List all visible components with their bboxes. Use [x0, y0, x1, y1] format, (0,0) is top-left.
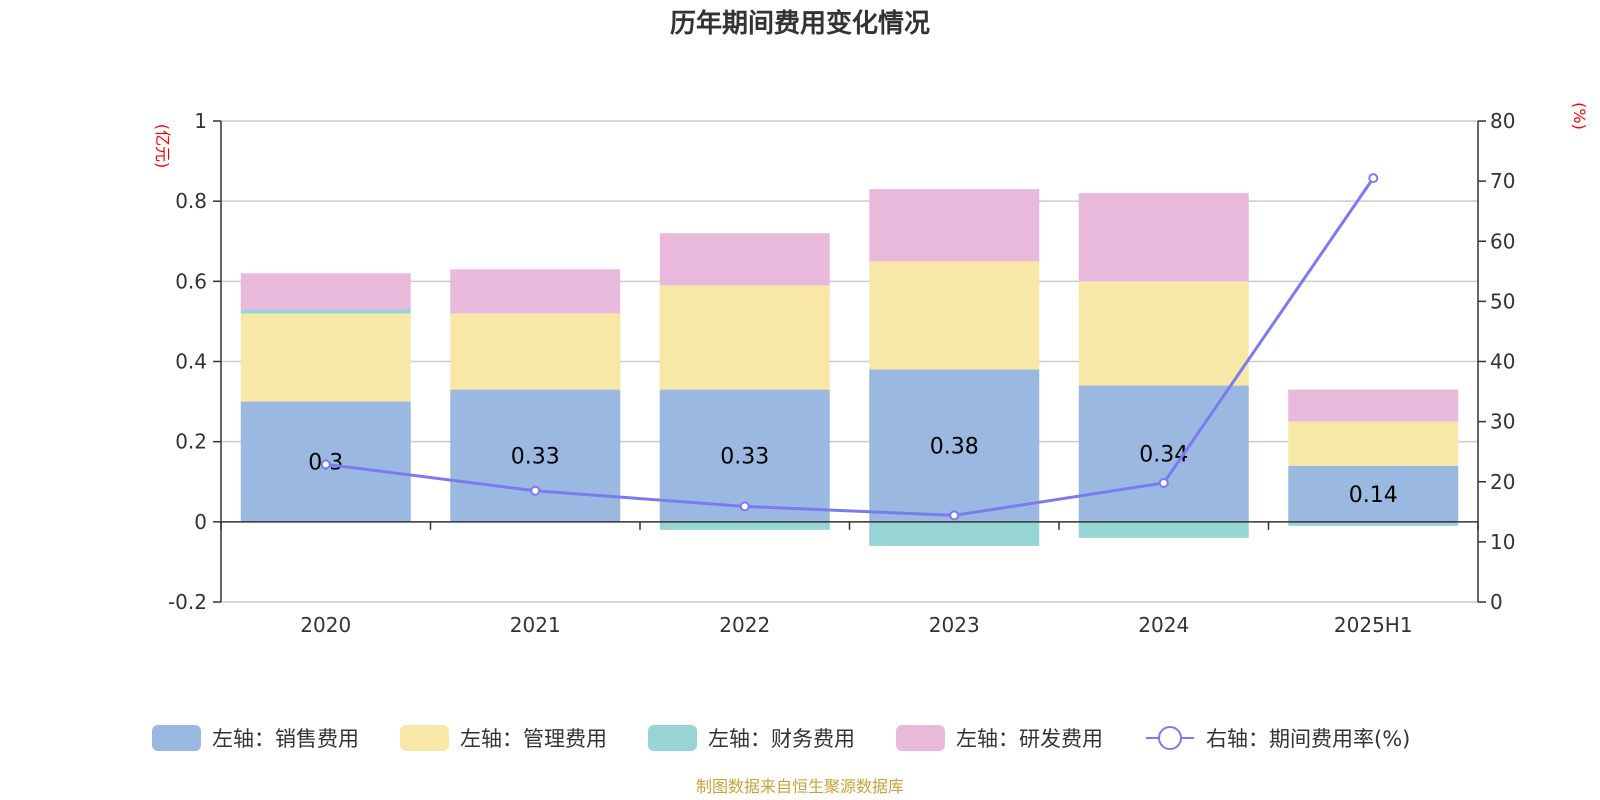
right-tick-label: 80: [1490, 109, 1515, 133]
bar-segment: [240, 313, 411, 402]
bar-segment: [1288, 521, 1459, 526]
left-tick-label: 0: [194, 510, 207, 534]
ratio-point: [739, 501, 750, 512]
x-tick-label: 2021: [510, 613, 561, 637]
legend-swatch: [896, 725, 945, 751]
bar-segment: [659, 521, 830, 530]
ratio-point: [530, 485, 541, 496]
bar-segment: [869, 189, 1040, 262]
right-tick-label: 60: [1490, 229, 1515, 253]
bar-segment: [1078, 385, 1249, 522]
right-axis-unit: (%): [1570, 102, 1589, 130]
legend-swatch: [152, 725, 201, 751]
left-tick-label: 0.8: [175, 189, 207, 213]
ratio-point: [1368, 173, 1379, 184]
bar-segment: [659, 389, 830, 522]
bar-segment: [450, 313, 621, 390]
ratio-line-path: [325, 177, 1375, 517]
x-tick-label: 2022: [719, 613, 770, 637]
ratio-point: [949, 510, 960, 521]
left-tick-label: 1: [194, 109, 207, 133]
data-labels: 0.30.330.330.380.340.14: [308, 435, 1397, 508]
gridlines: [221, 120, 1478, 603]
legend-label: 左轴：研发费用: [956, 727, 1103, 751]
bar-segment: [659, 233, 830, 286]
bar-segment: [869, 521, 1040, 546]
legend-swatch: [648, 725, 697, 751]
right-tick-label: 20: [1490, 470, 1515, 494]
bar-segment: [240, 273, 411, 310]
ratio-point: [320, 459, 331, 470]
legend-label: 左轴：管理费用: [460, 727, 607, 751]
legend-label: 右轴：期间费用率(%): [1206, 727, 1410, 751]
left-axis-unit: (亿元): [153, 124, 172, 169]
legend-swatch: [400, 725, 449, 751]
right-tick-label: 30: [1490, 410, 1515, 434]
left-tick-label: 0.4: [175, 350, 207, 374]
legend-label: 左轴：销售费用: [212, 727, 359, 751]
bar-segment: [1288, 465, 1459, 522]
ratio-line: [320, 173, 1379, 521]
left-tick-label: 0.6: [175, 269, 207, 293]
bar-data-label: 0.34: [1139, 443, 1188, 468]
x-tick-label: 2024: [1138, 613, 1189, 637]
bar-data-label: 0.33: [511, 445, 560, 470]
bar-segment: [869, 261, 1040, 370]
legend: 左轴：销售费用 左轴：管理费用 左轴：财务费用 左轴：研发费用 右轴：期间费用率(%): [152, 725, 1410, 751]
left-tick-label: -0.2: [168, 590, 207, 614]
bar-data-label: 0.38: [930, 435, 979, 460]
chart-title: 历年期间费用变化情况: [670, 8, 930, 39]
right-tick-label: 10: [1490, 530, 1515, 554]
bar-segment: [1078, 193, 1249, 282]
bar-segment: [450, 389, 621, 522]
bar-segment: [1078, 521, 1249, 538]
source-note: 制图数据来自恒生聚源数据库: [696, 777, 904, 796]
right-tick-label: 0: [1490, 590, 1503, 614]
bar-segment: [450, 269, 621, 314]
x-tick-label: 2025H1: [1334, 613, 1413, 637]
ratio-point: [1158, 477, 1169, 488]
right-tick-label: 70: [1490, 169, 1515, 193]
bar-segment: [1288, 421, 1459, 466]
x-tick-label: 2023: [929, 613, 980, 637]
bars: [240, 189, 1459, 546]
bar-segment: [240, 309, 411, 314]
bar-data-label: 0.14: [1349, 483, 1398, 508]
right-tick-label: 40: [1490, 350, 1515, 374]
legend-marker: [1158, 726, 1182, 750]
left-tick-label: 0.2: [175, 430, 207, 454]
legend-label: 左轴：财务费用: [708, 727, 855, 751]
bar-segment: [659, 285, 830, 390]
bar-segment: [869, 369, 1040, 522]
bar-data-label: 0.33: [720, 445, 769, 470]
bar-segment: [1078, 281, 1249, 386]
right-tick-label: 50: [1490, 289, 1515, 313]
bar-segment: [1288, 389, 1459, 422]
x-tick-label: 2020: [300, 613, 351, 637]
